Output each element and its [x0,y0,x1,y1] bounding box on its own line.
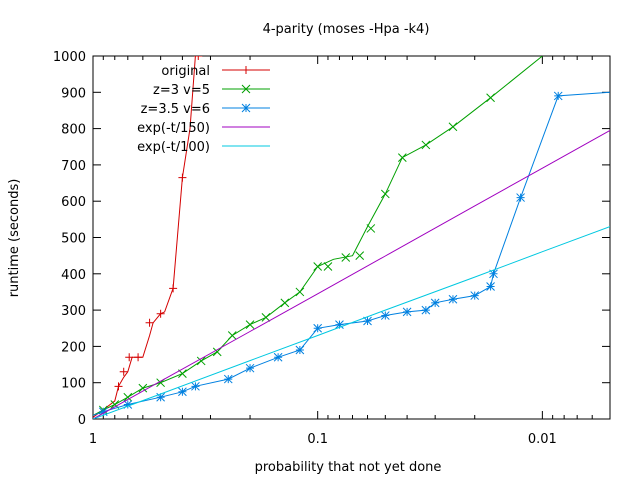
data-point [355,251,365,261]
data-point [448,294,458,304]
x-axis-label: probability that not yet done [255,460,442,475]
legend-label: exp(-t/150) [137,121,210,136]
y-tick-label: 200 [61,340,86,355]
y-tick-label: 700 [61,159,86,174]
series-2 [93,91,610,417]
data-point [280,298,290,308]
legend-label: z=3 v=5 [153,83,210,98]
axis-ticks: 0 100 200 300 400 500 600 700 800 900 1000 1 0.1 0.01 [53,50,611,447]
data-point [261,313,271,322]
data-point [421,305,431,315]
series-4 [93,226,610,419]
data-point [516,193,525,202]
y-tick-label: 300 [61,304,86,319]
data-point [196,356,206,366]
data-point [430,298,440,308]
legend-marker [241,84,251,94]
data-point [223,374,233,384]
chart-title: 4-parity (moses -Hpa -k4) [263,22,430,37]
data-point [123,392,133,402]
y-tick-label: 0 [78,413,86,428]
y-tick-label: 500 [61,232,86,247]
y-tick-label: 400 [61,268,86,283]
legend-label: original [161,64,210,79]
data-point [273,352,283,362]
data-point [138,383,148,393]
data-point [119,367,128,376]
data-point [178,173,187,182]
y-tick-label: 800 [61,123,86,138]
x-tick-label: 0.1 [307,432,328,447]
data-point [313,323,323,333]
y-tick-label: 600 [61,195,86,210]
data-point [363,316,372,326]
data-point [191,381,200,391]
series-line [93,56,543,416]
data-point [380,311,390,320]
data-point [194,56,203,60]
series-1 [93,56,543,416]
series-3 [93,129,610,419]
y-tick-label: 1000 [53,50,86,65]
legend: original z=3 v=5 z=3.5 v=6 exp(-t/150) exp(-… [137,64,270,155]
data-point [470,291,480,300]
data-point [169,284,178,293]
data-point [380,189,390,199]
data-point [245,320,255,329]
series-line [93,129,610,419]
data-point [156,309,165,318]
series-line [93,226,610,419]
data-point [323,262,333,271]
series-line [93,56,196,418]
x-tick-label: 1 [89,432,97,447]
legend-label: z=3.5 v=6 [141,102,210,117]
data-point [227,331,237,340]
data-point [178,387,187,397]
data-point [295,287,305,297]
data-point [313,262,323,271]
data-point [245,363,255,373]
data-point [448,122,458,132]
y-axis-label: runtime (seconds) [7,179,22,298]
data-point [402,307,412,317]
data-point [145,318,154,327]
data-point [134,353,143,362]
data-point [486,282,495,291]
data-point [212,347,222,357]
data-point [341,253,351,262]
data-point [125,353,134,362]
series-0 [93,56,203,418]
series-group [93,56,610,419]
data-point [397,153,407,162]
data-point [114,382,123,391]
y-tick-label: 100 [61,377,86,392]
data-point [486,93,495,103]
data-point [421,140,431,150]
y-tick-label: 900 [61,86,86,101]
data-point [366,224,376,233]
data-point [295,345,305,355]
data-point [335,320,344,329]
legend-marker [242,66,250,74]
legend-marker [241,103,251,113]
data-point [553,91,563,101]
x-tick-label: 0.01 [528,432,557,447]
legend-label: exp(-t/100) [137,140,210,155]
